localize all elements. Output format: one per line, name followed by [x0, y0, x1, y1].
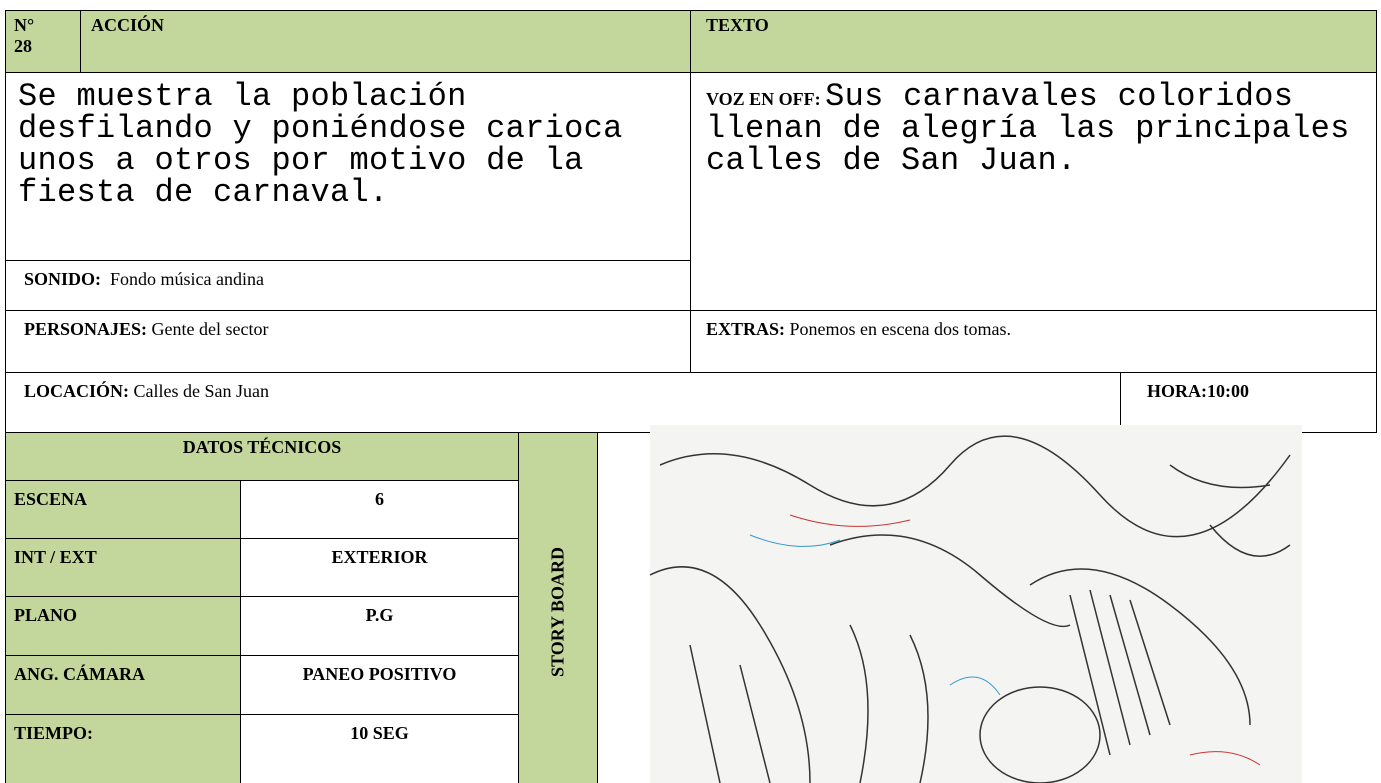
characters-label: PERSONAJES:: [24, 319, 148, 339]
tech-label: PLANO: [14, 605, 77, 625]
tech-label-cell: ANG. CÁMARA: [5, 655, 241, 715]
characters-cell: PERSONAJES: Gente del sector: [5, 310, 691, 373]
action-cell: Se muestra la población desfilando y pon…: [5, 72, 691, 261]
voice-over-label: VOZ EN OFF:: [706, 89, 821, 109]
storyboard-image: [650, 425, 1302, 783]
tech-label-cell: TIEMPO:: [5, 714, 241, 783]
tech-value: 10 SEG: [350, 723, 409, 743]
tech-label-cell: PLANO: [5, 596, 241, 656]
action-text: Se muestra la población desfilando y pon…: [18, 78, 623, 211]
tech-value: 6: [375, 489, 384, 509]
time-label: HORA:: [1147, 381, 1207, 401]
number-label: N°: [14, 15, 35, 35]
sound-label: SONIDO:: [24, 269, 102, 289]
time-value: 10:00: [1207, 381, 1249, 401]
sound-text: Fondo música andina: [110, 269, 264, 289]
tech-label-cell: INT / EXT: [5, 538, 241, 597]
text-label: TEXTO: [706, 15, 769, 35]
tech-value-cell: 10 SEG: [240, 714, 519, 783]
tech-label: ANG. CÁMARA: [14, 664, 145, 684]
storyboard-label-cell: STORY BOARD: [518, 432, 598, 783]
tech-value-cell: 6: [240, 480, 519, 539]
text-header: TEXTO: [690, 10, 1377, 73]
tech-value: PANEO POSITIVO: [302, 664, 457, 684]
number: 28: [14, 36, 32, 56]
tech-label: ESCENA: [14, 489, 88, 509]
voice-over-text: Sus carnavales coloridos llenan de alegr…: [706, 78, 1350, 179]
time-cell: HORA:10:00: [1120, 372, 1377, 433]
extras-cell: EXTRAS: Ponemos en escena dos tomas.: [690, 310, 1377, 373]
storyboard-label: STORY BOARD: [547, 547, 568, 677]
tech-label-cell: ESCENA: [5, 480, 241, 539]
tech-value: EXTERIOR: [331, 547, 428, 567]
tech-value: P.G: [365, 605, 394, 625]
action-header: ACCIÓN: [80, 10, 691, 73]
number-cell: N° 28: [5, 10, 81, 73]
action-label: ACCIÓN: [91, 15, 165, 35]
location-cell: LOCACIÓN: Calles de San Juan: [5, 372, 1121, 433]
technical-title: DATOS TÉCNICOS: [182, 437, 342, 457]
characters-text: Gente del sector: [151, 319, 269, 339]
tech-label: TIEMPO:: [14, 723, 93, 743]
location-text: Calles de San Juan: [133, 381, 269, 401]
sound-cell: SONIDO: Fondo música andina: [5, 260, 691, 311]
tech-value-cell: P.G: [240, 596, 519, 656]
technical-title-cell: DATOS TÉCNICOS: [5, 432, 519, 481]
tech-value-cell: PANEO POSITIVO: [240, 655, 519, 715]
extras-text: Ponemos en escena dos tomas.: [789, 319, 1011, 339]
voice-over-cell: VOZ EN OFF: Sus carnavales coloridos lle…: [690, 72, 1377, 311]
location-label: LOCACIÓN:: [24, 381, 130, 401]
tech-value-cell: EXTERIOR: [240, 538, 519, 597]
tech-label: INT / EXT: [14, 547, 97, 567]
extras-label: EXTRAS:: [706, 319, 786, 339]
